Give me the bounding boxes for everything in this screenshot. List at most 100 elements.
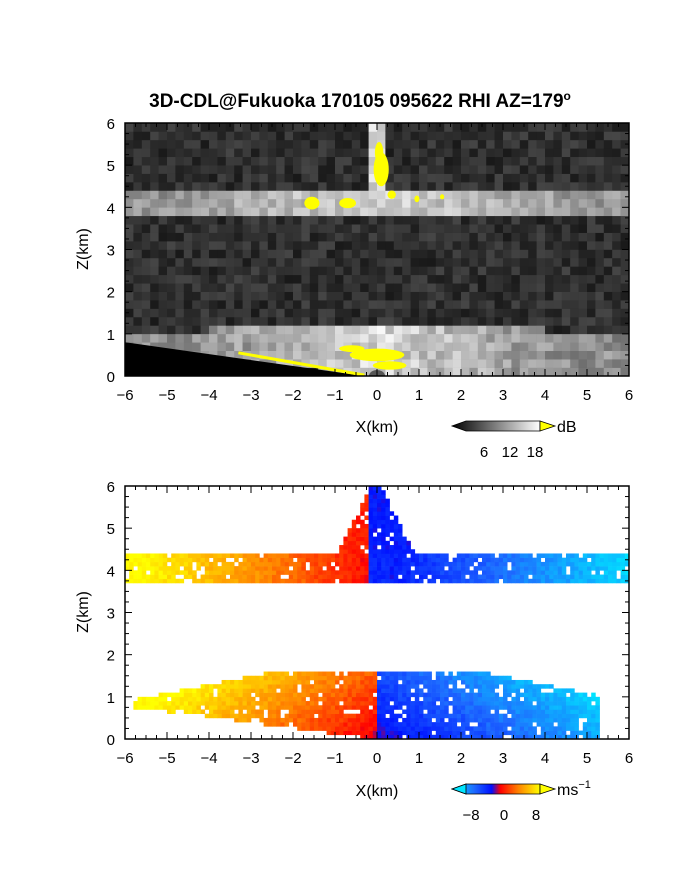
velocity-cell <box>473 570 479 575</box>
intensity-cell <box>150 333 159 343</box>
velocity-cell <box>419 675 424 681</box>
intensity-cell <box>125 182 134 191</box>
velocity-cell <box>402 545 407 550</box>
intensity-cell <box>158 198 168 208</box>
intensity-cell <box>595 308 605 318</box>
velocity-cell <box>364 696 369 702</box>
velocity-cell <box>595 566 600 571</box>
intensity-cell <box>301 291 311 301</box>
velocity-cell <box>612 570 617 575</box>
velocity-cell <box>553 561 558 567</box>
velocity-cell <box>515 570 521 575</box>
intensity-cell <box>410 173 420 183</box>
velocity-cell <box>183 557 189 563</box>
velocity-cell <box>440 684 445 689</box>
intensity-cell <box>343 215 353 225</box>
velocity-cell <box>196 688 201 693</box>
velocity-cell <box>167 701 172 706</box>
intensity-saturated-blob <box>440 194 445 200</box>
velocity-cell <box>486 722 491 727</box>
velocity-cell <box>360 705 365 710</box>
velocity-cell <box>192 557 197 563</box>
intensity-cell <box>200 249 210 259</box>
velocity-cell <box>343 557 348 563</box>
velocity-cell <box>267 692 273 698</box>
intensity-cell <box>419 257 428 267</box>
velocity-cell <box>540 692 546 698</box>
velocity-cell <box>578 566 584 571</box>
intensity-cell <box>200 283 210 292</box>
velocity-cell <box>293 570 298 575</box>
velocity-cell <box>587 578 592 584</box>
velocity-cell <box>372 679 378 685</box>
velocity-cell <box>402 692 407 698</box>
intensity-cell <box>234 241 243 250</box>
velocity-cell <box>591 574 596 580</box>
velocity-cell <box>524 701 529 706</box>
intensity-cell <box>402 190 411 200</box>
velocity-cell <box>272 717 277 723</box>
velocity-cell <box>452 692 458 698</box>
velocity-cell <box>431 692 437 698</box>
intensity-cell <box>511 367 521 376</box>
velocity-cell <box>553 557 558 563</box>
velocity-cell <box>356 705 361 710</box>
intensity-cell <box>343 173 353 183</box>
intensity-cell <box>578 367 588 376</box>
velocity-cell <box>427 713 432 719</box>
velocity-cell <box>385 730 390 736</box>
velocity-cell <box>398 561 403 567</box>
velocity-cell <box>351 528 357 533</box>
intensity-cell <box>158 156 168 166</box>
velocity-cell <box>280 701 285 706</box>
intensity-cell <box>553 325 563 335</box>
intensity-cell <box>150 266 159 276</box>
velocity-cell <box>267 713 273 719</box>
intensity-cell <box>444 232 453 242</box>
velocity-cell <box>566 553 571 558</box>
velocity-cell <box>477 713 483 719</box>
velocity-cell <box>356 532 361 537</box>
intensity-cell <box>158 249 168 259</box>
velocity-cell <box>150 553 155 558</box>
velocity-cell <box>465 713 470 719</box>
velocity-cell <box>398 566 403 571</box>
intensity-cell <box>419 359 428 368</box>
intensity-cell <box>477 359 487 368</box>
intensity-cell <box>503 182 512 191</box>
intensity-cell <box>486 367 495 376</box>
intensity-cell <box>536 156 546 166</box>
intensity-cell <box>385 266 395 276</box>
velocity-cell <box>137 696 143 702</box>
velocity-cell <box>578 570 584 575</box>
velocity-cell <box>330 722 336 727</box>
intensity-cell <box>435 182 445 191</box>
intensity-cell <box>519 165 529 174</box>
intensity-cell <box>242 156 252 166</box>
velocity-cell <box>452 726 458 731</box>
velocity-cell <box>511 566 516 571</box>
intensity-cell <box>503 198 512 208</box>
intensity-cell <box>351 123 361 132</box>
intensity-cell <box>452 350 462 360</box>
velocity-cell <box>209 574 214 580</box>
intensity-cell <box>284 249 294 259</box>
velocity-cell <box>519 705 525 710</box>
velocity-cell <box>452 684 458 689</box>
intensity-cell <box>494 215 504 225</box>
velocity-cell <box>204 561 210 567</box>
intensity-cell <box>612 367 621 376</box>
intensity-cell <box>293 182 302 191</box>
intensity-cell <box>410 300 420 309</box>
intensity-cell <box>385 139 395 149</box>
intensity-cell <box>225 308 235 318</box>
intensity-cell <box>486 266 495 276</box>
velocity-cell <box>557 730 563 736</box>
intensity-cell <box>318 165 327 174</box>
intensity-cell <box>461 215 470 225</box>
intensity-cell <box>587 342 596 351</box>
intensity-cell <box>452 131 462 141</box>
intensity-cell <box>503 232 512 242</box>
velocity-cell <box>406 574 411 580</box>
intensity-cell <box>519 291 529 301</box>
